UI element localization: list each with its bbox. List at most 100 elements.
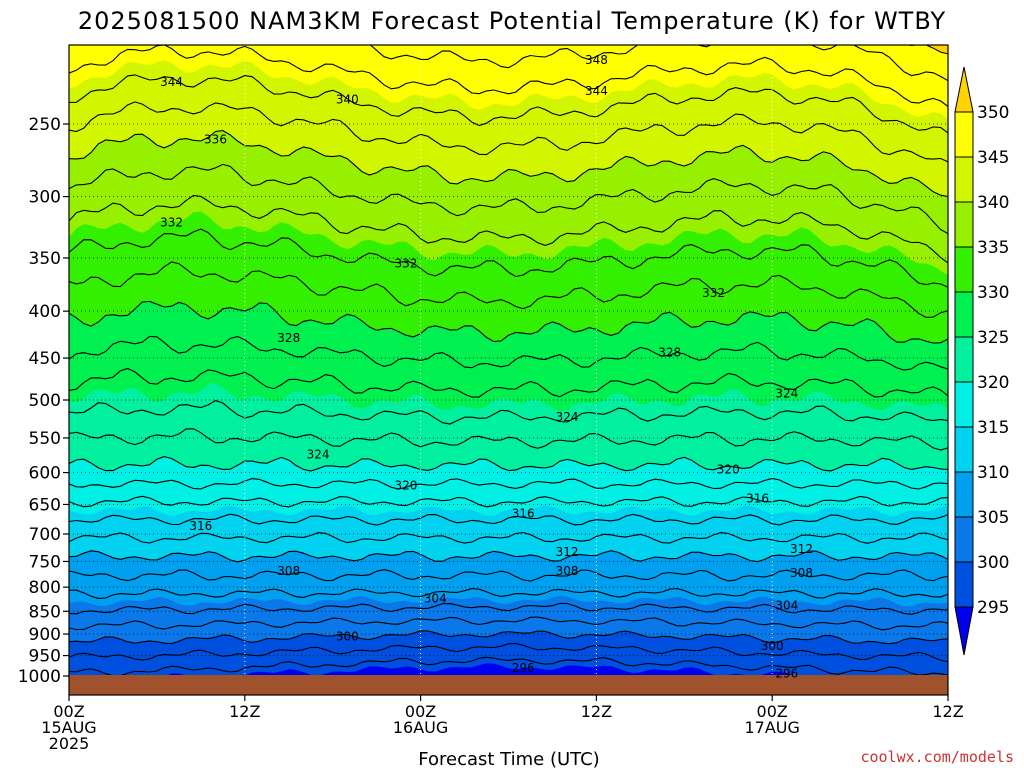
colorbar-label: 295 bbox=[977, 598, 1009, 618]
colorbar-label: 330 bbox=[977, 283, 1009, 303]
contour-label-text: 336 bbox=[204, 133, 227, 147]
contour-label-text: 304 bbox=[424, 591, 447, 605]
colorbar-box bbox=[954, 561, 974, 608]
colorbar-box bbox=[954, 516, 974, 563]
colorbar-label: 305 bbox=[977, 508, 1009, 528]
contour-label-text: 304 bbox=[775, 599, 798, 613]
contour-label: 308 bbox=[790, 566, 813, 580]
contour-line bbox=[69, 163, 948, 235]
x-tick-label: 12Z bbox=[932, 702, 963, 721]
y-tick-label: 500 bbox=[29, 391, 61, 411]
contour-label: 300 bbox=[761, 639, 784, 653]
colorbar-label: 315 bbox=[977, 418, 1009, 438]
colorbar-label: 300 bbox=[977, 553, 1009, 573]
contour-label: 344 bbox=[585, 84, 608, 98]
x-tick-label: 00Z bbox=[405, 702, 436, 721]
y-tick-label: 450 bbox=[29, 349, 61, 369]
y-tick-label: 550 bbox=[29, 429, 61, 449]
contour-line bbox=[69, 367, 948, 398]
contour-label-text: 308 bbox=[277, 564, 300, 578]
y-tick-label: 900 bbox=[29, 625, 61, 645]
colorbar-label: 345 bbox=[977, 148, 1009, 168]
temperature-bands bbox=[69, 45, 948, 695]
colorbar-label: 325 bbox=[977, 328, 1009, 348]
contour-label: 348 bbox=[585, 53, 608, 67]
contour-label-text: 316 bbox=[189, 519, 212, 533]
colorbar-box bbox=[954, 291, 974, 338]
contour-label: 340 bbox=[336, 92, 359, 106]
x-tick-label: 17AUG bbox=[744, 718, 799, 737]
contour-label: 336 bbox=[204, 133, 227, 147]
contour-label-text: 300 bbox=[336, 629, 359, 643]
contour-label-text: 324 bbox=[556, 410, 579, 424]
contour-label-text: 316 bbox=[512, 507, 535, 521]
contour-label: 308 bbox=[277, 564, 300, 578]
colorbar-label: 310 bbox=[977, 463, 1009, 483]
colorbar: 295 300 305 310 315 320 325 330 335 340 345 350 bbox=[954, 66, 1009, 656]
x-axis-title: Forecast Time (UTC) bbox=[418, 749, 599, 768]
plot-area: 348 344 344 340 336 332 332 332 328 328 324 324 324 3… bbox=[69, 45, 948, 695]
contour-label-text: 312 bbox=[790, 542, 813, 556]
y-tick-label: 800 bbox=[29, 578, 61, 598]
contour-label-text: 324 bbox=[775, 387, 798, 401]
x-tick-label: 15AUG bbox=[41, 718, 96, 737]
contour-line bbox=[69, 531, 948, 544]
colorbar-box bbox=[954, 111, 974, 158]
credit-text: coolwx.com/models bbox=[860, 748, 1014, 766]
contour-label-text: 316 bbox=[746, 491, 769, 505]
x-tick-label: 00Z bbox=[757, 702, 788, 721]
band-fill bbox=[69, 45, 948, 197]
contour-line bbox=[69, 300, 948, 344]
colorbar-label: 340 bbox=[977, 193, 1009, 213]
contour-label-text: 348 bbox=[585, 53, 608, 67]
colorbar-box bbox=[954, 336, 974, 383]
contour-label: 308 bbox=[556, 564, 579, 578]
contour-label: 304 bbox=[424, 591, 447, 605]
contour-line bbox=[69, 74, 948, 134]
contour-label: 304 bbox=[775, 599, 798, 613]
contour-label: 316 bbox=[189, 519, 212, 533]
contour-label-text: 344 bbox=[585, 84, 608, 98]
contour-label-text: 296 bbox=[512, 661, 535, 675]
contour-line bbox=[69, 569, 948, 582]
contour-label: 320 bbox=[717, 462, 740, 476]
isentrope-contours bbox=[69, 45, 948, 677]
contour-line bbox=[69, 130, 948, 198]
colorbar-box bbox=[954, 156, 974, 203]
contour-line bbox=[69, 513, 948, 526]
contour-label: 316 bbox=[746, 491, 769, 505]
plot-frame bbox=[68, 44, 949, 696]
colorbar-label: 350 bbox=[977, 103, 1009, 123]
contour-label: 324 bbox=[307, 447, 330, 461]
contour-line bbox=[69, 194, 948, 264]
contour-label: 296 bbox=[512, 661, 535, 675]
contour-label-text: 340 bbox=[336, 92, 359, 106]
contour-label-text: 328 bbox=[277, 331, 300, 345]
contour-label-text: 332 bbox=[394, 257, 417, 271]
colorbar-label: 320 bbox=[977, 373, 1009, 393]
colorbar-box bbox=[954, 246, 974, 293]
contour-label: 332 bbox=[702, 286, 725, 300]
y-tick-label: 400 bbox=[29, 302, 61, 322]
y-tick-label: 350 bbox=[29, 249, 61, 269]
contour-label-text: 296 bbox=[775, 667, 798, 681]
contour-line bbox=[69, 656, 948, 677]
contour-line bbox=[69, 261, 948, 318]
contour-label: 344 bbox=[160, 75, 183, 89]
contour-line bbox=[302, 45, 948, 82]
y-tick-label: 600 bbox=[29, 464, 61, 484]
colorbar-top-arrow bbox=[954, 66, 974, 113]
y-tick-label: 850 bbox=[29, 602, 61, 622]
contour-label-text: 320 bbox=[394, 479, 417, 493]
contour-label-text: 320 bbox=[717, 462, 740, 476]
contour-label-text: 300 bbox=[761, 639, 784, 653]
contour-label-text: 308 bbox=[790, 566, 813, 580]
y-tick-label: 750 bbox=[29, 552, 61, 572]
contour-line bbox=[69, 495, 948, 508]
x-tick-label: 00Z bbox=[53, 702, 84, 721]
contour-line bbox=[69, 456, 948, 472]
y-tick-label: 950 bbox=[29, 647, 61, 667]
contour-label: 332 bbox=[160, 215, 183, 229]
contour-line bbox=[69, 428, 948, 451]
